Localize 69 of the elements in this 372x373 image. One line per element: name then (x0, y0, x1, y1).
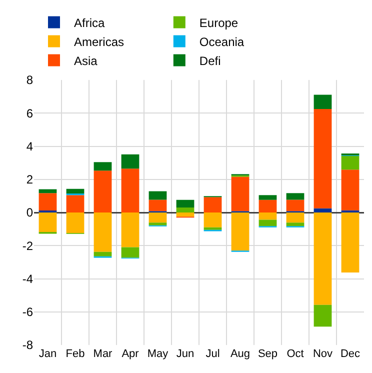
bar (38, 193, 57, 211)
bar (314, 208, 332, 212)
bar (148, 212, 167, 223)
x-tick-label: Nov (312, 348, 334, 360)
x-tick-label: Jun (176, 348, 194, 360)
y-tick-label: 6 (26, 106, 34, 120)
x-tick-label: Mar (93, 348, 113, 360)
bar (314, 108, 332, 208)
bar (121, 247, 140, 258)
bar (258, 220, 277, 226)
bar (94, 170, 112, 212)
bar (341, 156, 360, 170)
bar (341, 212, 360, 272)
bar (204, 197, 222, 212)
bar (258, 200, 277, 212)
bar (231, 176, 250, 212)
legend-label: Africa (74, 16, 105, 30)
bar (231, 212, 250, 251)
bar (38, 212, 57, 232)
x-tick-label: Sep (258, 348, 278, 360)
bar (314, 94, 332, 109)
x-tick-label: Dec (340, 348, 361, 360)
legend-label: Defi (199, 54, 221, 68)
bar (66, 212, 84, 234)
x-tick-label: Jan (38, 348, 57, 360)
bar (121, 168, 140, 212)
bar (148, 200, 167, 212)
legend-label: Europe (199, 16, 238, 30)
bar (314, 212, 332, 305)
bar (94, 212, 112, 252)
bar (286, 222, 304, 226)
bar (148, 222, 167, 226)
bar (148, 191, 167, 200)
bar (176, 212, 194, 217)
legend-label: Asia (74, 54, 98, 68)
bar (204, 212, 222, 228)
bar (258, 195, 277, 200)
x-tick-label: Aug (230, 348, 250, 360)
bar (204, 227, 222, 230)
y-tick-label: -8 (22, 338, 34, 352)
x-tick-label: Jul (206, 348, 220, 360)
bar (258, 212, 277, 220)
x-tick-label: Apr (122, 348, 140, 360)
legend-label: Oceania (199, 34, 244, 49)
bar (121, 212, 140, 248)
y-tick-label: -4 (22, 272, 34, 286)
x-tick-label: Feb (66, 348, 85, 360)
x-tick-label: Oct (286, 348, 304, 360)
y-tick-label: 2 (26, 172, 34, 187)
y-tick-label: -2 (22, 238, 34, 253)
bar (176, 200, 194, 208)
bar (121, 154, 140, 169)
y-tick-label: -6 (22, 305, 34, 320)
bar (286, 212, 304, 223)
x-tick-label: May (147, 348, 169, 360)
y-tick-label: 8 (26, 73, 34, 88)
y-tick-label: 0 (26, 206, 34, 220)
bar (314, 304, 332, 327)
bar (38, 189, 57, 194)
bar (286, 200, 304, 212)
bar (66, 188, 84, 194)
bar (94, 252, 112, 256)
bar (341, 170, 360, 210)
legend-label: Americas (74, 34, 124, 49)
y-tick-label: 4 (26, 139, 34, 154)
bar (286, 193, 304, 200)
bar (176, 208, 194, 212)
bar (94, 162, 112, 171)
bar (66, 195, 84, 212)
